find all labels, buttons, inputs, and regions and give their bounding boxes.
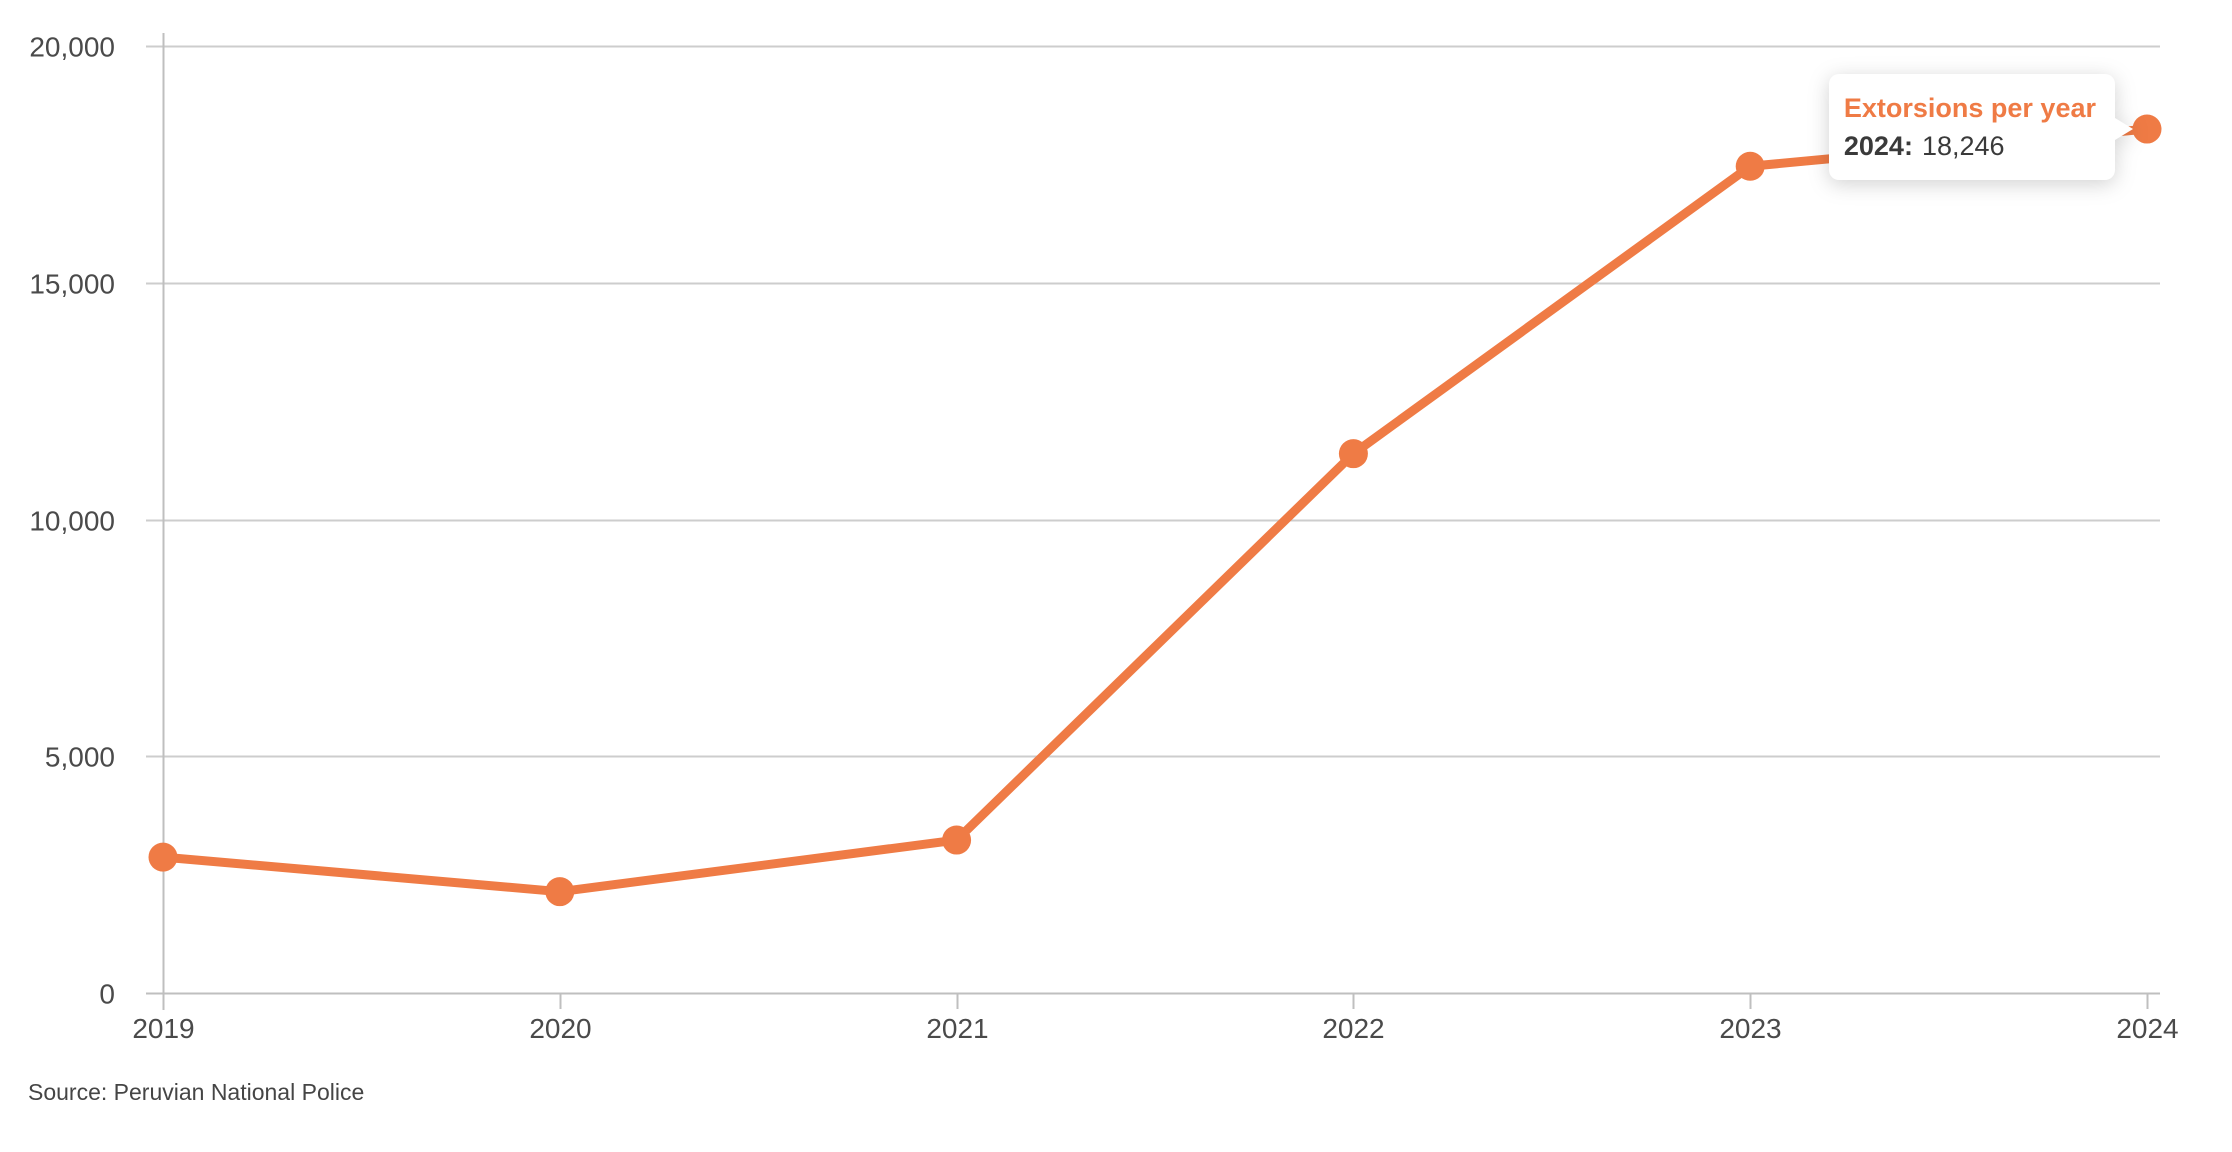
y-axis-tick-label: 20,000 <box>29 32 115 63</box>
data-point[interactable] <box>1338 439 1368 469</box>
y-axis-tick-label: 5,000 <box>45 742 115 773</box>
x-axis-tick-label: 2020 <box>529 1013 591 1044</box>
x-axis-tick-label: 2021 <box>926 1013 988 1044</box>
y-axis-tick-label: 15,000 <box>29 269 115 300</box>
data-point[interactable] <box>1735 151 1765 181</box>
data-line <box>158 124 2152 897</box>
tooltip-year-label: 2024: <box>1843 131 1913 161</box>
y-axis-tick-label: 0 <box>99 979 115 1010</box>
x-axis-tick-label: 2022 <box>1322 1013 1384 1044</box>
tooltip-value-row: 2024: 18,246 <box>1844 127 2096 165</box>
tooltip: Extorsions per year 2024: 18,246 <box>1828 74 2133 180</box>
data-point[interactable] <box>942 825 972 855</box>
tooltip-series-name: Extorsions per year <box>1843 93 2096 123</box>
data-point[interactable] <box>2132 114 2162 144</box>
x-axis-tick-label: 2019 <box>132 1013 194 1044</box>
data-point[interactable] <box>545 877 575 907</box>
tooltip-value: 18,246 <box>1921 131 2005 161</box>
x-axis-tick-label: 2024 <box>2116 1013 2178 1044</box>
data-point[interactable] <box>148 842 178 872</box>
tooltip-box: Extorsions per year 2024: 18,246 <box>1828 74 2133 180</box>
x-axis-tick-label: 2023 <box>1719 1013 1781 1044</box>
y-axis-tick-label: 10,000 <box>29 506 115 537</box>
tooltip-arrow-icon <box>2115 118 2133 140</box>
source-caption: Source: Peruvian National Police <box>28 1079 365 1105</box>
